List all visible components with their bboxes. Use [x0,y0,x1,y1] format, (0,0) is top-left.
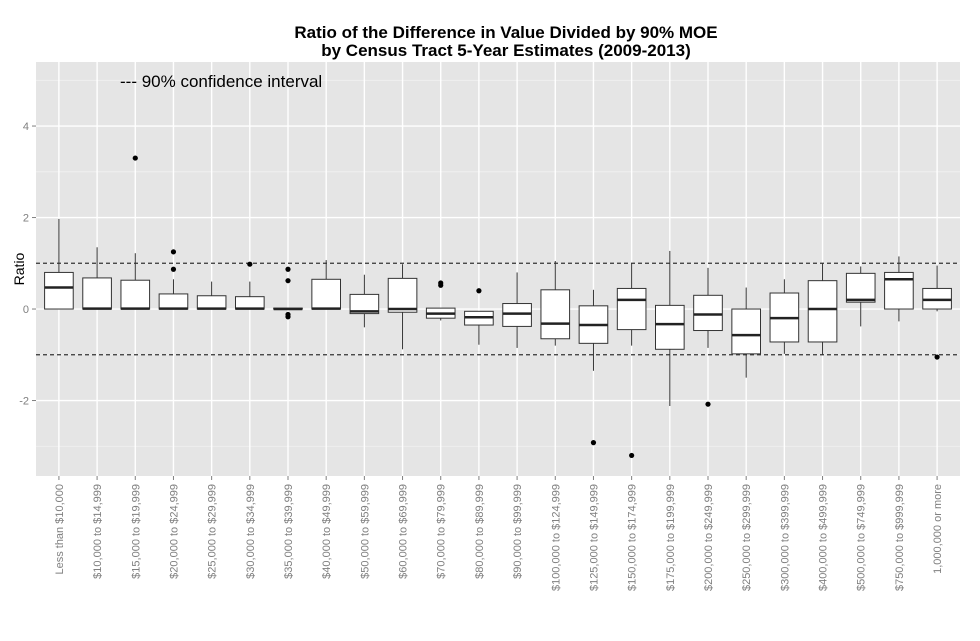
box-$50,000 to $59,999 [349,274,380,328]
x-tick-label: $60,000 to $69,999 [398,484,410,579]
outlier-point [629,452,635,459]
x-axis-ticks: Less than $10,000 $10,000 to $14,999 $15,0… [54,476,944,591]
box-iqr [349,293,380,315]
ci-annotation: --- 90% confidence interval [120,72,322,91]
chart-title-line2: by Census Tract 5-Year Estimates (2009-2… [321,41,690,60]
box-iqr [655,304,685,350]
box-$100,000 to $124,999 [540,260,571,346]
box-iqr [44,271,74,310]
x-tick-label: $80,000 to $89,999 [474,484,486,579]
box-$175,000 to $199,999 [655,250,685,407]
x-tick-label: $70,000 to $79,999 [436,484,448,579]
x-tick-label: $300,000 to $399,999 [779,484,791,591]
box-$80,000 to $89,999 [464,288,494,345]
outlier-point [705,401,711,407]
x-tick-label: $175,000 to $199,999 [665,484,677,591]
outlier-point [132,155,138,161]
box-$90,000 to $99,999 [502,272,532,348]
x-tick-label: $400,000 to $499,999 [818,484,830,591]
box-iqr [616,287,647,331]
box-$250,000 to $299,999 [731,287,762,378]
outlier-point [476,288,482,294]
outlier-point [285,314,291,320]
box-$750,000 to $999,999 [884,256,914,322]
box-$40,000 to $49,999 [311,260,342,310]
box-$60,000 to $69,999 [387,264,418,350]
box-iqr [884,271,914,310]
x-tick-label: $10,000 to $14,999 [92,484,104,579]
outlier-point [247,261,253,267]
box-iqr [807,280,838,343]
outlier-point [934,354,940,360]
box-$500,000 to $749,999 [845,266,876,327]
box-iqr [82,277,112,310]
box-$30,000 to $34,999 [235,261,265,310]
x-tick-label: $40,000 to $49,999 [321,484,333,579]
y-axis-ticks: -2 0 2 4 [19,121,36,408]
chart-title-line1: Ratio of the Difference in Value Divided… [294,23,717,42]
box-iqr [540,289,571,340]
x-tick-label: $30,000 to $34,999 [245,484,257,579]
outlier-point [170,266,177,272]
y-tick-label: 0 [23,304,29,316]
box-iqr [158,293,189,310]
box-iqr [120,279,151,310]
y-tick-label: 2 [23,213,29,225]
x-tick-label: $35,000 to $39,999 [283,484,295,579]
outlier-point [590,440,597,446]
box-Less than $10,000 [44,218,74,310]
x-tick-label: $50,000 to $59,999 [359,484,371,579]
x-tick-label: $90,000 to $99,999 [512,484,524,579]
box-iqr [196,295,227,310]
x-tick-label: $750,000 to $999,999 [894,484,906,591]
x-tick-label: 1,000,000 or more [932,484,944,574]
reference-lines [36,262,960,356]
outlier-point [170,249,177,255]
x-tick-label: Less than $10,000 [54,484,66,575]
box-iqr [387,277,418,313]
x-tick-label: $100,000 to $124,999 [550,484,562,591]
box-$20,000 to $24,999 [158,249,189,310]
box-iqr [693,294,723,332]
box-1,000,000 or more [922,265,952,360]
box-iqr [311,278,342,310]
x-tick-label: $500,000 to $749,999 [856,484,868,591]
y-tick-label: 4 [23,121,29,133]
x-tick-label: $15,000 to $19,999 [130,484,142,579]
outlier-point [285,278,291,284]
boxplots [44,155,952,459]
y-axis-label: Ratio [11,252,27,285]
box-$35,000 to $39,999 [273,266,303,320]
box-$300,000 to $399,999 [769,279,800,354]
box-$70,000 to $79,999 [425,280,456,321]
box-$125,000 to $149,999 [578,289,609,446]
x-tick-label: $200,000 to $249,999 [703,484,715,591]
box-$400,000 to $499,999 [807,263,838,355]
x-tick-label: $125,000 to $149,999 [588,484,600,591]
x-tick-label: $20,000 to $24,999 [168,484,180,579]
x-tick-label: $250,000 to $299,999 [741,484,753,591]
box-$15,000 to $19,999 [120,155,151,310]
plot-panel [36,62,960,476]
outlier-point [438,282,444,288]
box-$200,000 to $249,999 [693,267,723,407]
box-$150,000 to $174,999 [616,263,647,459]
box-iqr [502,303,532,327]
x-tick-label: $150,000 to $174,999 [627,484,639,591]
box-$10,000 to $14,999 [82,247,112,310]
box-$25,000 to $29,999 [196,281,227,310]
box-iqr [731,308,762,355]
x-tick-label: $25,000 to $29,999 [207,484,219,579]
y-tick-label: -2 [19,396,29,408]
outlier-point [285,266,291,272]
box-iqr [235,296,265,310]
box-iqr [845,272,876,303]
